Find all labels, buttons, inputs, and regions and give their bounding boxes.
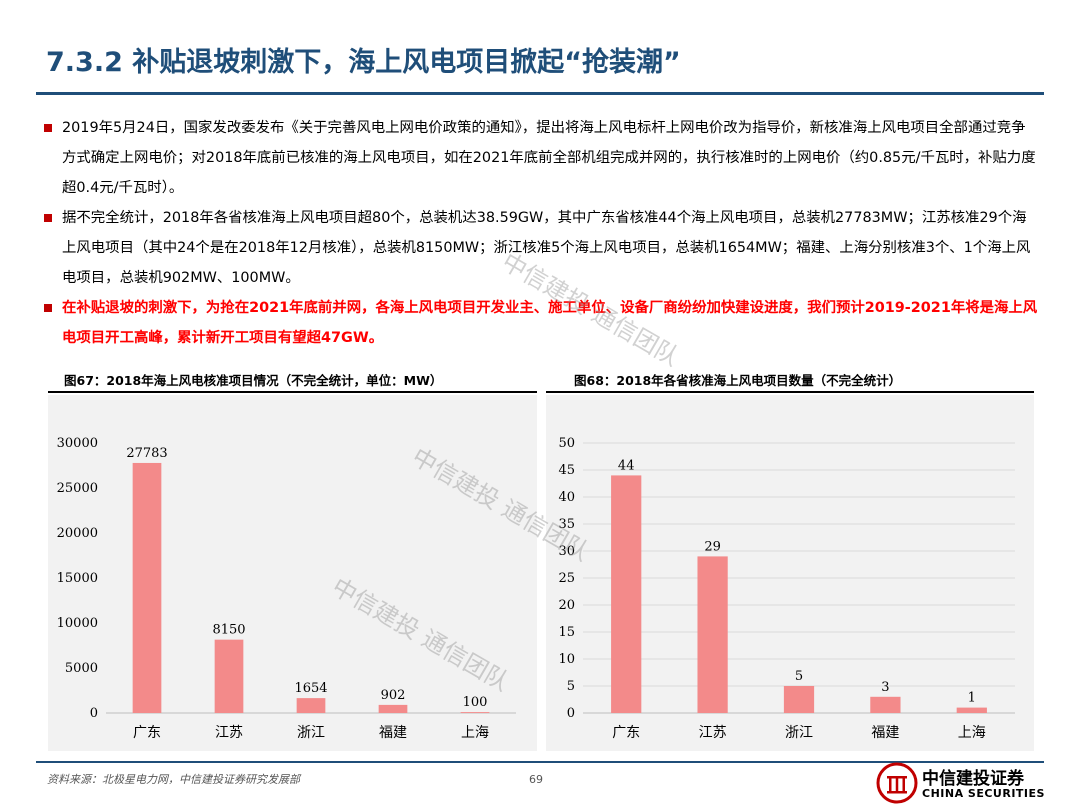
y-tick-label: 50 bbox=[558, 436, 575, 451]
data-label: 902 bbox=[381, 688, 406, 703]
y-tick-label: 20000 bbox=[57, 526, 98, 541]
y-tick-label: 10000 bbox=[57, 616, 98, 631]
bar bbox=[611, 475, 642, 713]
y-tick-label: 30 bbox=[558, 544, 575, 559]
x-tick-label: 江苏 bbox=[215, 725, 243, 741]
figure-68-title: 图68：2018年各省核准海上风电项目数量（不完全统计） bbox=[574, 373, 902, 388]
bar bbox=[697, 556, 728, 713]
chart-67-capacity: 0 5000 10000 15000 20000 25000 30000 27783 广东 815… bbox=[57, 436, 516, 741]
y-tick-label: 15 bbox=[558, 625, 575, 640]
figure-67-title: 图67：2018年海上风电核准项目情况（不完全统计，单位：MW） bbox=[64, 373, 443, 388]
y-tick-label: 20 bbox=[558, 598, 575, 613]
y-tick-label: 0 bbox=[567, 706, 575, 721]
data-label: 1654 bbox=[294, 681, 327, 696]
source-note: 资料来源：北极星电力网，中信建投证券研究发展部 bbox=[47, 773, 300, 786]
y-tick-label: 35 bbox=[558, 517, 575, 532]
bullet-list: 2019年5月24日，国家发改委发布《关于完善风电上网电价政策的通知》，提出将海… bbox=[44, 113, 1039, 353]
data-label: 29 bbox=[704, 539, 721, 554]
y-tick-label: 5000 bbox=[65, 661, 98, 676]
x-tick-label: 福建 bbox=[379, 725, 407, 741]
x-tick-label: 上海 bbox=[958, 725, 986, 741]
y-tick-label: 5 bbox=[567, 679, 575, 694]
y-tick-label: 10 bbox=[558, 652, 575, 667]
data-label: 1 bbox=[968, 691, 976, 706]
bar bbox=[956, 707, 987, 713]
bar bbox=[870, 696, 901, 713]
chart-67-panel bbox=[48, 395, 537, 751]
x-tick-label: 上海 bbox=[461, 725, 489, 741]
data-label: 100 bbox=[463, 695, 488, 710]
bar bbox=[783, 686, 815, 713]
bullet-marker-icon bbox=[44, 304, 52, 312]
title-divider bbox=[36, 92, 1044, 95]
citic-logo-icon bbox=[876, 762, 918, 804]
data-label: 3 bbox=[881, 680, 889, 695]
footer-divider bbox=[36, 761, 1044, 763]
bullet-marker-icon bbox=[44, 214, 52, 222]
y-tick-label: 25 bbox=[558, 571, 575, 586]
page-number: 69 bbox=[529, 773, 543, 786]
y-tick-label: 40 bbox=[558, 490, 575, 505]
x-tick-label: 浙江 bbox=[297, 725, 325, 741]
y-tick-label: 30000 bbox=[57, 436, 98, 451]
x-tick-label: 福建 bbox=[871, 725, 899, 741]
bullet-text: 在补贴退坡的刺激下，为抢在2021年底前并网，各海上风电项目开发业主、施工单位、… bbox=[62, 300, 1038, 346]
brand-name-en: CHINA SECURITIES bbox=[922, 787, 1045, 800]
bullet-marker-icon bbox=[44, 124, 52, 132]
bar bbox=[378, 704, 408, 713]
figure-67-rule bbox=[48, 391, 537, 393]
x-tick-label: 广东 bbox=[612, 725, 640, 741]
brand-name-cn: 中信建投证券 bbox=[922, 769, 1024, 789]
bullet-text: 据不完全统计，2018年各省核准海上风电项目超80个，总装机达38.59GW，其… bbox=[62, 210, 1031, 286]
bar bbox=[214, 639, 244, 713]
data-label: 27783 bbox=[126, 446, 167, 461]
y-tick-label: 15000 bbox=[57, 571, 98, 586]
page-title: 7.3.2 补贴退坡刺激下，海上风电项目掀起“抢装潮” bbox=[46, 47, 681, 78]
data-label: 8150 bbox=[212, 623, 245, 638]
x-tick-label: 浙江 bbox=[785, 725, 813, 741]
bullet-text: 2019年5月24日，国家发改委发布《关于完善风电上网电价政策的通知》，提出将海… bbox=[62, 120, 1036, 196]
data-label: 5 bbox=[795, 669, 803, 684]
figure-68-rule bbox=[546, 391, 1034, 393]
bullet-item-policy: 2019年5月24日，国家发改委发布《关于完善风电上网电价政策的通知》，提出将海… bbox=[44, 113, 1039, 203]
y-tick-label: 0 bbox=[90, 706, 98, 721]
data-label: 44 bbox=[618, 458, 635, 473]
x-tick-label: 广东 bbox=[133, 725, 161, 741]
y-tick-label: 45 bbox=[558, 463, 575, 478]
bar bbox=[460, 712, 490, 713]
bullet-item-statistics: 据不完全统计，2018年各省核准海上风电项目超80个，总装机达38.59GW，其… bbox=[44, 203, 1039, 293]
bullet-item-forecast: 在补贴退坡的刺激下，为抢在2021年底前并网，各海上风电项目开发业主、施工单位、… bbox=[44, 293, 1039, 353]
bar bbox=[132, 462, 162, 713]
chart-68-project-count: 0 5 10 15 20 25 30 35 40 45 50 44 广东 29 江苏 5 浙江 3 福建 1 上海 bbox=[558, 436, 1015, 741]
x-tick-label: 江苏 bbox=[699, 725, 727, 741]
bar bbox=[296, 698, 326, 713]
y-tick-label: 25000 bbox=[57, 481, 98, 496]
